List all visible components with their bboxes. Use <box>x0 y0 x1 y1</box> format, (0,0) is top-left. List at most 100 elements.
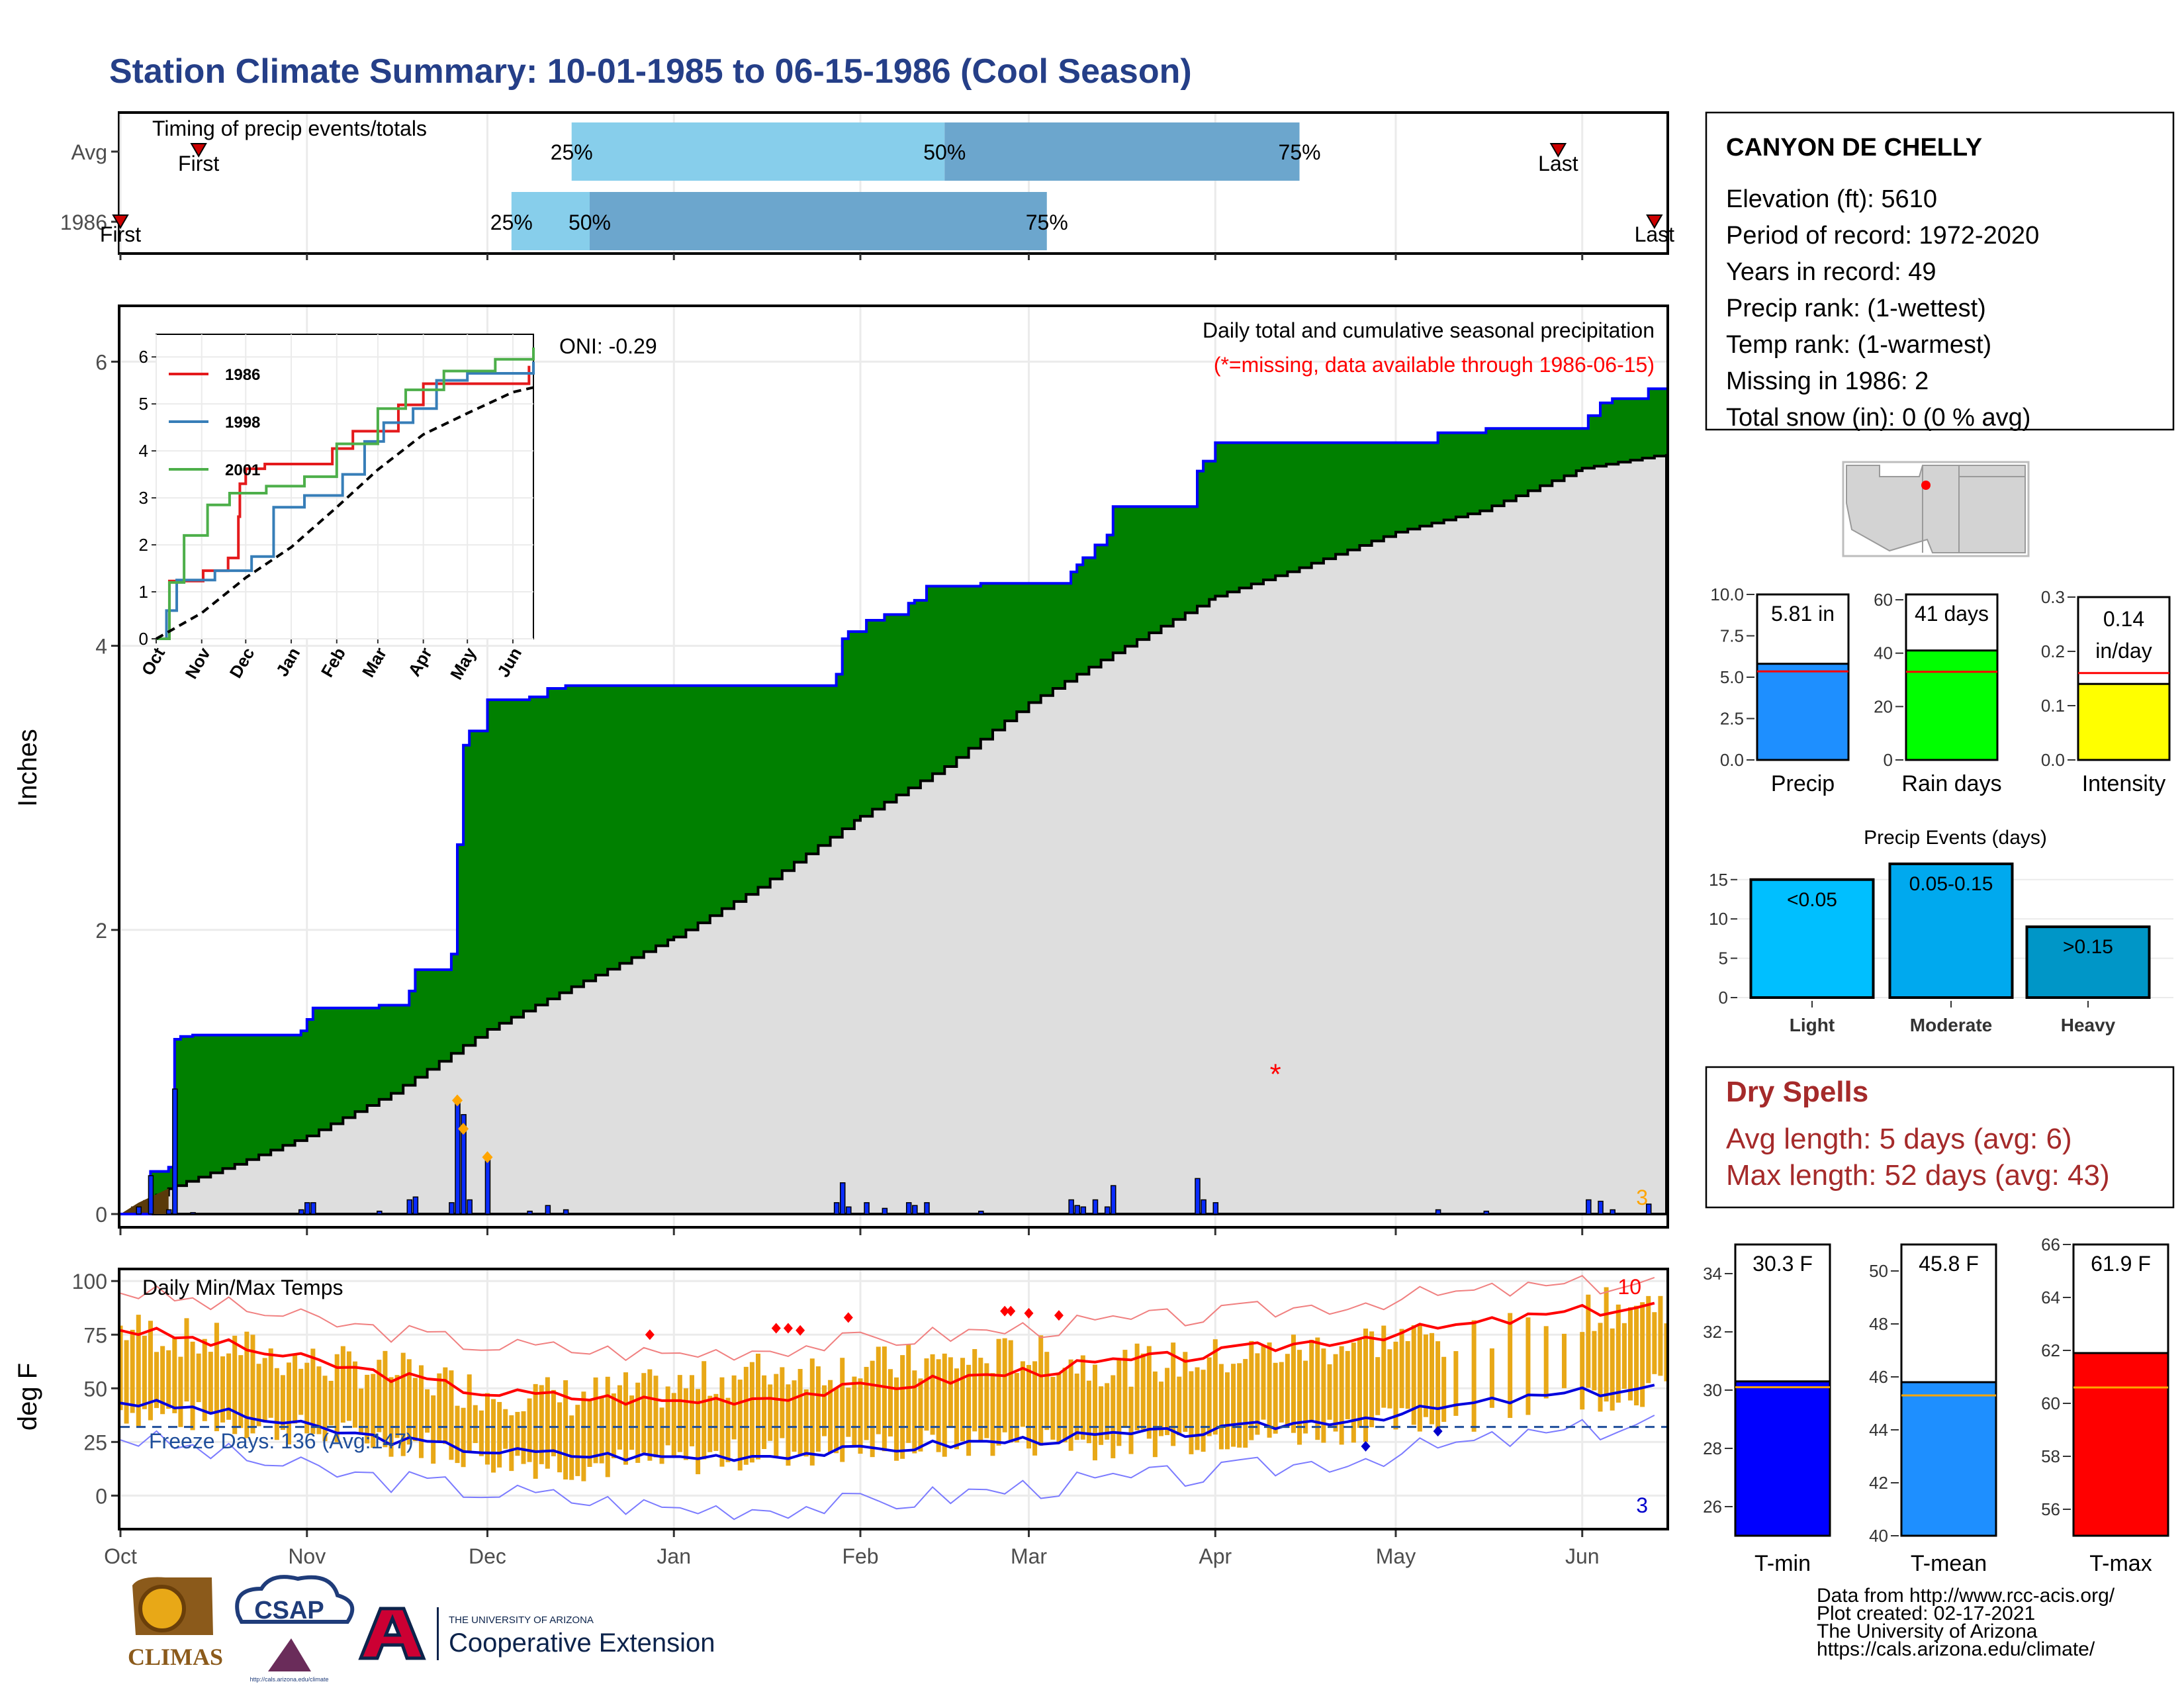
daily-temp-range-bar <box>930 1354 935 1435</box>
mini-panel-bar <box>1900 1381 1997 1537</box>
daily-temp-range-bar <box>702 1361 707 1460</box>
dry-spells-max: Max length: 52 days (avg: 43) <box>1726 1159 2110 1192</box>
daily-temp-range-bar <box>948 1357 953 1429</box>
record-high-marker <box>783 1323 793 1334</box>
daily-temp-range-bar <box>196 1353 201 1403</box>
temp-xtick-label: Jan <box>657 1544 691 1568</box>
events-category-label: Moderate <box>1910 1015 1992 1035</box>
daily-temp-range-bar <box>659 1407 664 1464</box>
daily-temp-range-bar <box>1195 1367 1200 1450</box>
daily-temp-range-bar <box>575 1405 580 1476</box>
temp-ylabel: deg F <box>13 1363 42 1430</box>
inset-ytick-label: 6 <box>139 347 148 367</box>
avg-min-line <box>120 1383 1655 1462</box>
daily-temp-range-bar <box>1640 1302 1645 1407</box>
daily-temp-range-bar <box>1002 1338 1007 1432</box>
timing-last-label: Last <box>1635 222 1675 246</box>
daily-temp-range-bar <box>130 1329 135 1413</box>
mini-panel-ytick-label: 34 <box>1703 1264 1722 1284</box>
footer-line: https://cals.arizona.edu/climate/ <box>1817 1638 2095 1660</box>
daily-temp-range-bar <box>455 1405 460 1464</box>
daily-temp-range-bar <box>1134 1343 1140 1430</box>
timing-q75-label: 75% <box>1026 211 1068 234</box>
mini-panel-value: 0.14 <box>2103 607 2144 631</box>
mini-panel-ytick-label: 32 <box>1703 1322 1722 1342</box>
daily-precip-bar <box>1074 1205 1080 1215</box>
avg-max-line <box>120 1301 1655 1406</box>
daily-temp-range-bar <box>858 1378 863 1454</box>
precip-ytick-label: 4 <box>95 635 107 659</box>
daily-temp-range-bar <box>293 1354 298 1424</box>
daily-precip-bar <box>1645 1203 1652 1215</box>
temp-xtick-label: Feb <box>842 1544 878 1568</box>
events-category-label: Light <box>1790 1015 1835 1035</box>
mini-panel-label: T-min <box>1754 1551 1811 1576</box>
daily-temp-range-bar <box>250 1335 255 1434</box>
temp-panel: 0 25 50 75 100 Oct Nov Dec Jan Feb Mar Apr May Jun Da… <box>13 1268 1669 1568</box>
record-high-marker <box>1000 1305 1010 1317</box>
precip-ytick-label: 0 <box>95 1203 107 1227</box>
cumulative-average-area <box>120 453 1668 1215</box>
daily-temp-range-bar <box>1116 1359 1122 1446</box>
daily-temp-range-bar <box>797 1369 803 1454</box>
daily-temp-range-bar <box>1441 1356 1447 1422</box>
daily-temp-range-bar <box>677 1375 682 1452</box>
mini-panel-ytick-label: 66 <box>2041 1235 2060 1254</box>
climas-mark-circle <box>138 1585 186 1632</box>
daily-temp-range-bar <box>154 1352 159 1409</box>
daily-temp-range-bar <box>1099 1386 1104 1445</box>
snow-marker <box>452 1094 463 1107</box>
daily-temp-range-bar <box>593 1377 598 1464</box>
station-line: Years in record: 49 <box>1726 258 1936 286</box>
mini-panel-bar <box>1734 1380 1831 1537</box>
mini-panel-label: Rain days <box>1901 771 2001 796</box>
daily-temp-range-bar <box>840 1358 845 1462</box>
precip-panel: 0 2 4 6 * Daily total and cumulative seasona… <box>13 305 1669 1235</box>
daily-temp-range-bar <box>1297 1350 1302 1445</box>
station-name: CANYON DE CHELLY <box>1726 134 1982 162</box>
daily-temp-range-bar <box>1411 1325 1416 1425</box>
mini-panel-ytick-label: 64 <box>2041 1288 2060 1307</box>
precip-plot-area: 0 2 4 6 * <box>95 307 1668 1235</box>
daily-temp-range-bar <box>1315 1337 1320 1440</box>
station-info-box: CANYON DE CHELLY Elevation (ft): 5610 Pe… <box>1705 111 2175 432</box>
daily-temp-range-bar <box>936 1359 941 1452</box>
daily-temp-range-bar <box>1345 1350 1350 1419</box>
daily-precip-bar <box>136 1206 142 1215</box>
daily-temp-range-bar <box>623 1372 629 1465</box>
timing-panel: Timing of precip events/totals Avg 25% 50%… <box>60 111 1675 260</box>
temp-ytick-label: 50 <box>83 1377 107 1401</box>
csap-url: http://cals.arizona.edu/climate <box>250 1676 328 1683</box>
daily-precip-bar <box>467 1199 473 1215</box>
daily-temp-range-bar <box>786 1384 791 1466</box>
daily-temp-range-bar <box>1080 1355 1085 1440</box>
daily-precip-bar <box>846 1206 852 1215</box>
daily-temp-range-bar <box>1189 1371 1194 1454</box>
daily-temp-range-bar <box>852 1376 857 1448</box>
daily-temp-range-bar <box>1086 1380 1091 1444</box>
climas-logo: CLIMAS <box>128 1577 223 1670</box>
daily-temp-range-bar <box>1105 1383 1110 1440</box>
temp-xtick-label: Oct <box>104 1544 137 1568</box>
daily-temp-range-bar <box>569 1415 574 1480</box>
daily-temp-range-bar <box>1014 1373 1019 1443</box>
daily-precip-bar <box>172 1088 178 1215</box>
daily-temp-range-bar <box>287 1362 292 1445</box>
daily-temp-range-bar <box>431 1395 436 1464</box>
daily-temp-range-bar <box>172 1336 177 1413</box>
mini-panel-ytick-label: 5.0 <box>1720 667 1744 687</box>
record-high-marker <box>645 1329 655 1340</box>
timing-bar-upper <box>944 122 1300 181</box>
inset-series-line <box>156 365 531 640</box>
daily-precip-bar <box>563 1209 569 1215</box>
daily-temp-range-bar <box>359 1388 364 1435</box>
daily-precip-bar <box>412 1196 419 1215</box>
daily-temp-range-bar <box>912 1370 917 1454</box>
temp-ytick-label: 25 <box>83 1430 107 1454</box>
events-title: Precip Events (days) <box>1864 827 2047 849</box>
daily-temp-range-bar <box>268 1348 273 1418</box>
timing-row-label: Avg <box>71 140 107 164</box>
record-max-line <box>120 1274 1655 1362</box>
daily-temp-range-bar <box>1423 1334 1428 1417</box>
daily-temp-range-bar <box>1020 1361 1025 1427</box>
